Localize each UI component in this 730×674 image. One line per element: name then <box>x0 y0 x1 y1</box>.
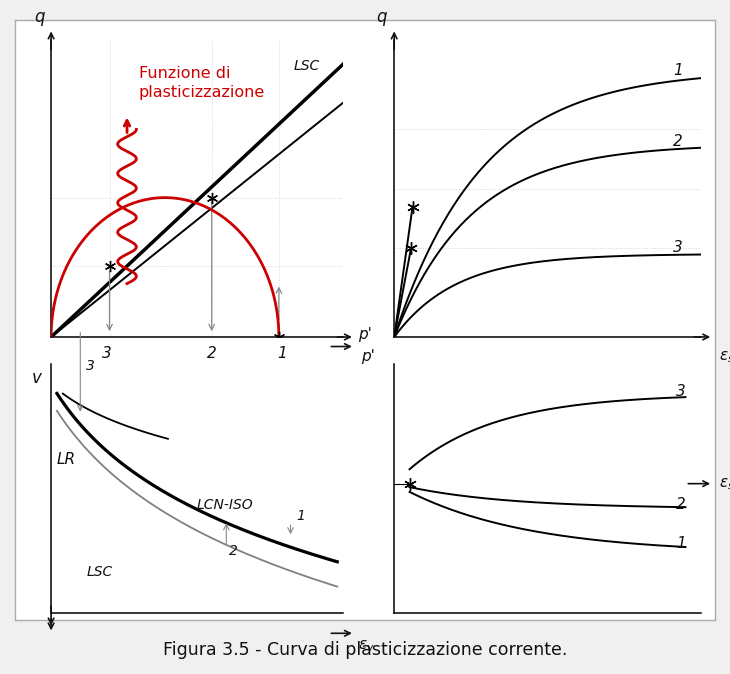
Text: 1: 1 <box>673 63 683 78</box>
Text: LSC: LSC <box>293 59 320 73</box>
Text: $\varepsilon_s$: $\varepsilon_s$ <box>719 476 730 491</box>
Text: p': p' <box>361 349 374 364</box>
Text: 1: 1 <box>296 509 305 523</box>
Text: q: q <box>34 7 45 26</box>
Text: 2: 2 <box>229 544 238 558</box>
Text: 1: 1 <box>676 536 686 551</box>
Text: 2: 2 <box>673 135 683 150</box>
Text: Figura 3.5 - Curva di plasticizzazione corrente.: Figura 3.5 - Curva di plasticizzazione c… <box>163 642 567 659</box>
Text: p': p' <box>358 326 372 342</box>
Text: 3: 3 <box>86 359 95 373</box>
Text: q: q <box>377 7 387 26</box>
Text: $\varepsilon_s$: $\varepsilon_s$ <box>719 349 730 365</box>
Text: v: v <box>31 369 42 387</box>
Text: 2: 2 <box>676 497 686 512</box>
Text: LR: LR <box>57 452 76 466</box>
Text: 3: 3 <box>676 384 686 399</box>
Text: 3: 3 <box>101 346 112 361</box>
Text: LSC: LSC <box>86 565 112 579</box>
Text: 3: 3 <box>673 240 683 255</box>
Text: LCN-ISO: LCN-ISO <box>197 497 254 512</box>
Text: $\varepsilon_v$: $\varepsilon_v$ <box>358 638 374 654</box>
Text: Funzione di
plasticizzazione: Funzione di plasticizzazione <box>139 66 265 100</box>
Text: 1: 1 <box>277 346 287 361</box>
Text: 2: 2 <box>207 346 217 361</box>
